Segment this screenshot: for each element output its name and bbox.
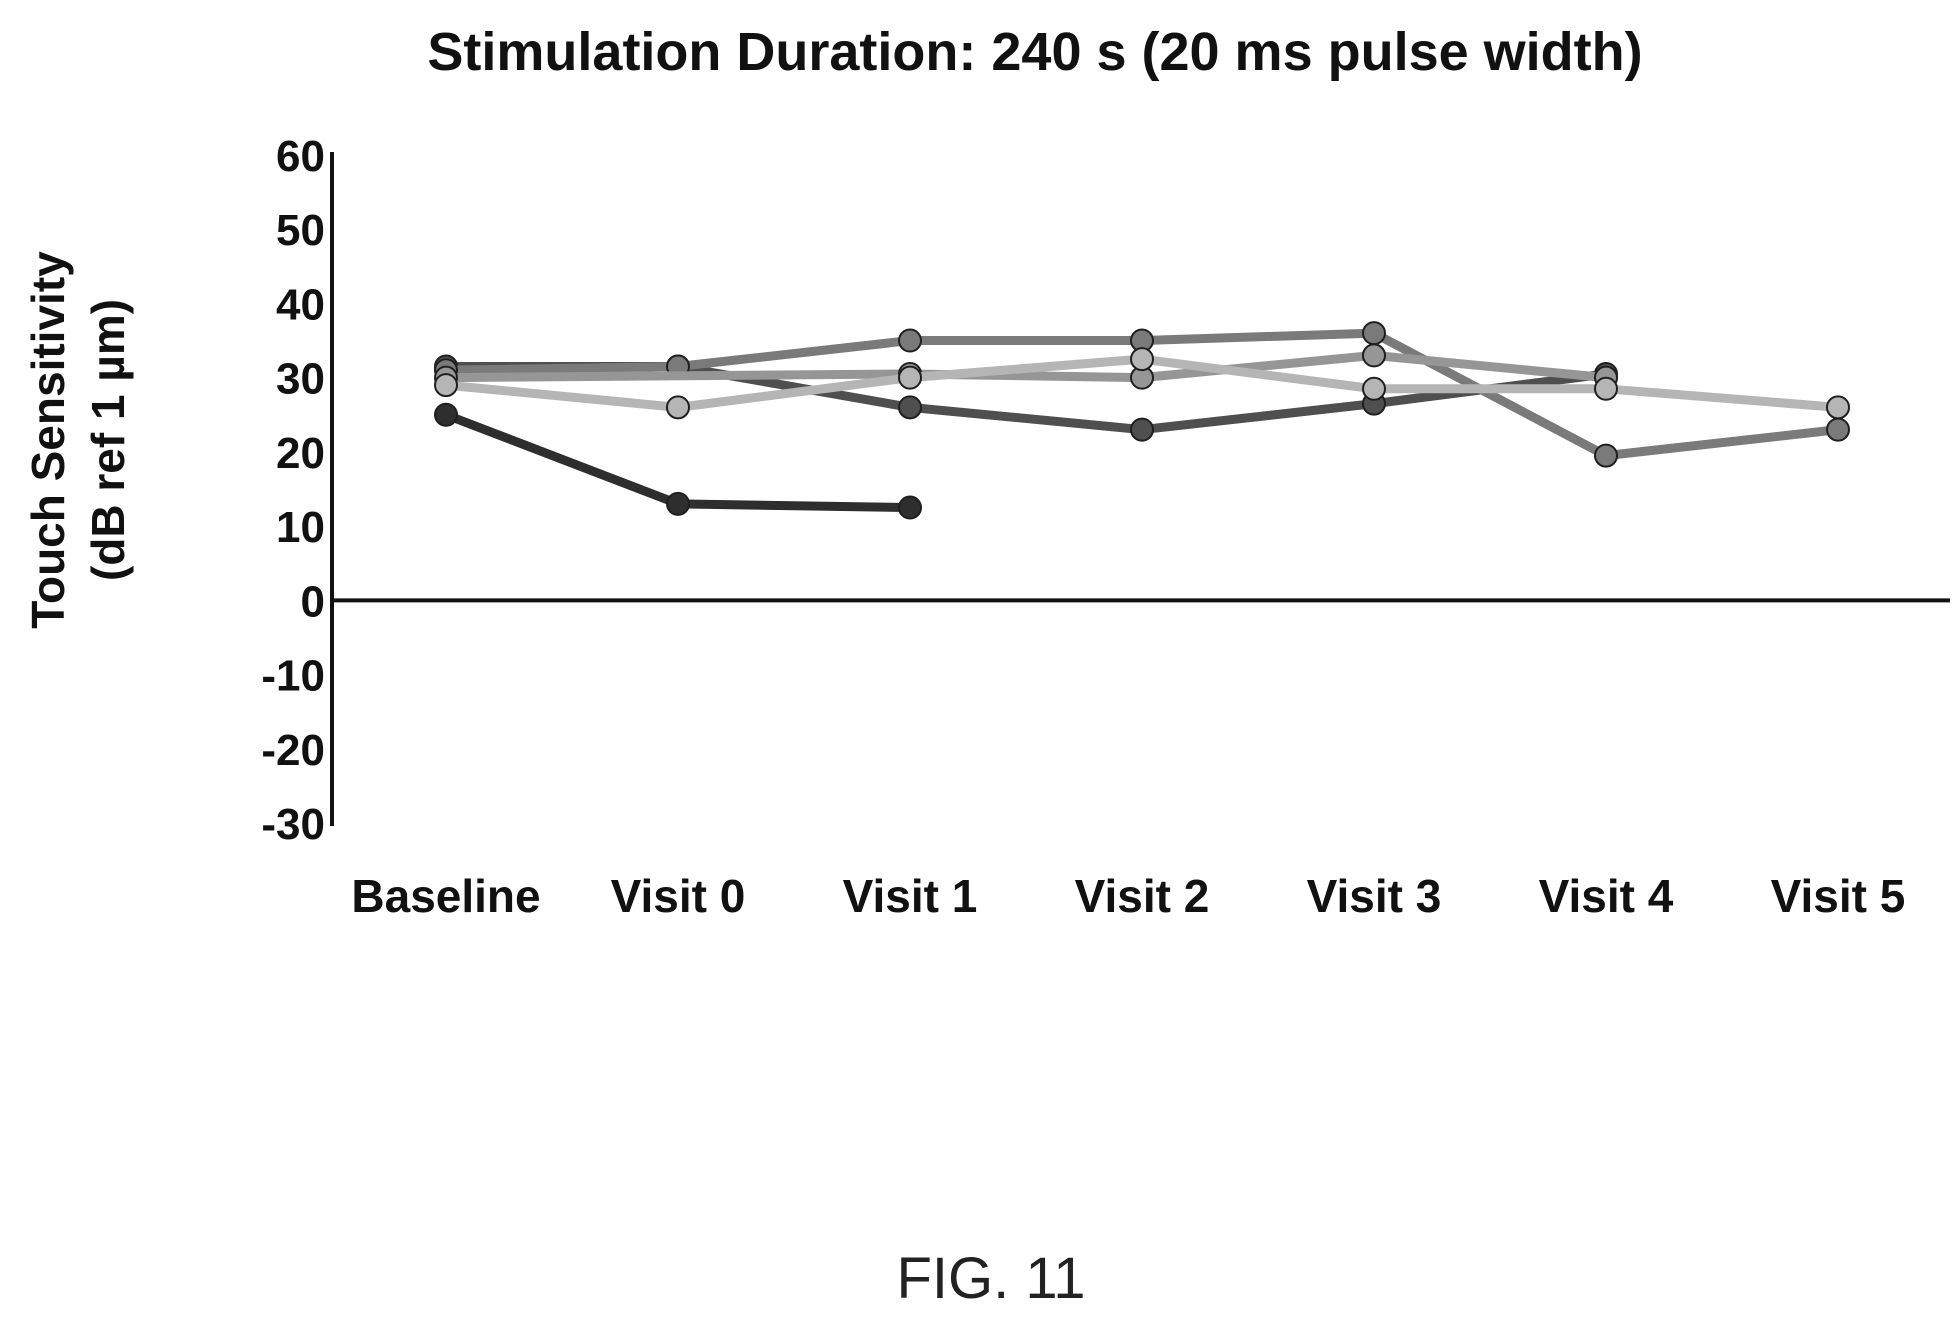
x-category-label: Visit 5: [1771, 870, 1906, 922]
data-point: [1594, 443, 1618, 468]
data-point: [898, 328, 922, 353]
x-category-label: Visit 1: [843, 870, 978, 922]
data-point: [898, 365, 922, 390]
y-tick-label: 20: [276, 429, 325, 478]
y-tick-label: -30: [261, 800, 325, 849]
data-point: [1130, 417, 1154, 442]
data-point: [1594, 376, 1618, 401]
data-point: [1826, 395, 1850, 420]
x-category-label: Visit 2: [1075, 870, 1210, 922]
x-category-labels: Baseline Visit 0 Visit 1 Visit 2 Visit 3 Visi…: [351, 870, 1905, 922]
y-tick-label: 50: [276, 206, 325, 255]
x-category-label: Visit 4: [1539, 870, 1674, 922]
y-tick-label: 30: [276, 355, 325, 404]
data-point: [1362, 321, 1386, 346]
data-point: [434, 373, 458, 398]
x-category-label: Baseline: [351, 870, 540, 922]
y-tick-labels: 60 50 40 30 20 10 0 -10 -20 -30: [261, 132, 325, 849]
data-point: [1362, 343, 1386, 368]
figure-label: FIG. 11: [896, 1246, 1085, 1311]
y-tick-label: -10: [261, 652, 325, 701]
y-tick-label: 10: [276, 503, 325, 552]
series-5: [434, 347, 1850, 420]
data-point: [1826, 417, 1850, 442]
y-tick-label: 60: [276, 132, 325, 181]
data-point: [1362, 376, 1386, 401]
y-tick-label: -20: [261, 726, 325, 775]
data-point: [898, 395, 922, 420]
y-axis-label-line-1: Touch Sensitivity: [22, 251, 74, 629]
data-point: [898, 495, 922, 520]
data-point: [666, 395, 690, 420]
chart-title: Stimulation Duration: 240 s (20 ms pulse…: [427, 22, 1642, 82]
series-1: [434, 402, 922, 520]
y-tick-label: 40: [276, 280, 325, 329]
axes: [330, 152, 1950, 826]
data-point: [666, 491, 690, 516]
x-category-label: Visit 0: [611, 870, 746, 922]
y-tick-label: 0: [301, 577, 325, 626]
data-point: [1130, 347, 1154, 372]
x-category-label: Visit 3: [1307, 870, 1442, 922]
data-series: [434, 321, 1850, 520]
y-axis-label-line-2: (dB ref 1 µm): [82, 299, 134, 581]
data-point: [434, 402, 458, 427]
